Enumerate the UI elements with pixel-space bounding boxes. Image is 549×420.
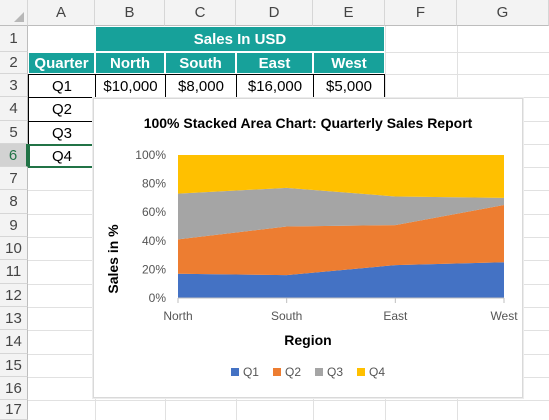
row-header-1[interactable]: 1 (0, 26, 28, 52)
row-header-9[interactable]: 9 (0, 214, 28, 237)
row-header-6[interactable]: 6 (0, 144, 28, 167)
chart-title: 100% Stacked Area Chart: Quarterly Sales… (143, 115, 473, 131)
chart-plot: 0% 20% 40% 60% 80% 100% North South East West (135, 148, 518, 323)
x-tick-label: East (383, 309, 408, 323)
legend-item-q2[interactable]: Q2 (272, 365, 301, 379)
column-header-e[interactable]: E (313, 0, 385, 26)
y-tick-label: 20% (142, 262, 166, 276)
legend-item-q3[interactable]: Q3 (315, 365, 343, 379)
row-header-4[interactable]: 4 (0, 97, 28, 121)
x-tick-label: South (271, 309, 302, 323)
column-header-d[interactable]: D (236, 0, 313, 26)
region-header-east[interactable]: East (236, 52, 313, 74)
select-all-corner[interactable] (0, 0, 28, 26)
quarter-header-cell[interactable]: Quarter (28, 52, 95, 74)
quarter-cell-q1[interactable]: Q1 (28, 74, 96, 98)
legend-item-q1[interactable]: Q1 (230, 365, 259, 379)
column-header-b[interactable]: B (95, 0, 165, 26)
row-header-2[interactable]: 2 (0, 52, 28, 74)
x-axis-title: Region (284, 332, 332, 348)
legend-swatch (230, 368, 239, 376)
x-tick-label: North (163, 309, 192, 323)
region-header-south[interactable]: South (165, 52, 236, 74)
legend-label: Q1 (242, 365, 259, 379)
row-header-13[interactable]: 13 (0, 307, 28, 330)
legend-label: Q2 (284, 365, 301, 379)
quarter-cell-q4[interactable]: Q4 (28, 144, 96, 168)
row-header-15[interactable]: 15 (0, 354, 28, 377)
legend-label: Q3 (327, 365, 344, 379)
row-header-17[interactable]: 17 (0, 400, 28, 420)
legend-label: Q4 (369, 365, 386, 379)
area-series-q2 (178, 205, 504, 276)
row-header-8[interactable]: 8 (0, 190, 28, 214)
column-header-g[interactable]: G (457, 0, 549, 26)
x-tick-label: West (490, 309, 518, 323)
legend-swatch (357, 368, 366, 376)
stacked-area-chart[interactable]: 100% Stacked Area Chart: Quarterly Sales… (93, 98, 523, 398)
row-header-11[interactable]: 11 (0, 260, 28, 284)
y-tick-label: 80% (142, 177, 166, 191)
chart-legend[interactable]: Q1 Q2 Q3 Q4 (94, 365, 522, 379)
area-series-q1 (178, 262, 504, 298)
row-header-3[interactable]: 3 (0, 74, 28, 97)
value-cell-q1-west[interactable]: $5,000 (313, 74, 385, 98)
value-cell-q1-north[interactable]: $10,000 (95, 74, 166, 98)
row-header-10[interactable]: 10 (0, 237, 28, 260)
row-header-14[interactable]: 14 (0, 330, 28, 354)
legend-item-q4[interactable]: Q4 (357, 365, 385, 379)
y-tick-label: 0% (149, 291, 167, 305)
row-header-5[interactable]: 5 (0, 121, 28, 144)
row-header-7[interactable]: 7 (0, 167, 28, 190)
value-cell-q1-south[interactable]: $8,000 (165, 74, 237, 98)
row-header-12[interactable]: 12 (0, 284, 28, 307)
legend-swatch (272, 368, 281, 376)
y-tick-label: 40% (142, 234, 166, 248)
grid-line (28, 400, 549, 401)
legend-swatch (315, 368, 323, 376)
region-header-west[interactable]: West (313, 52, 385, 74)
area-series-q3 (178, 187, 504, 240)
quarter-cell-q2[interactable]: Q2 (28, 97, 96, 122)
quarter-cell-q3[interactable]: Q3 (28, 121, 96, 145)
column-header-a[interactable]: A (28, 0, 95, 26)
region-header-north[interactable]: North (95, 52, 165, 74)
value-cell-q1-east[interactable]: $16,000 (236, 74, 314, 98)
y-tick-label: 100% (135, 148, 166, 162)
column-header-f[interactable]: F (385, 0, 457, 26)
row-header-16[interactable]: 16 (0, 377, 28, 400)
sales-header-cell[interactable]: Sales In USD (95, 26, 385, 52)
area-series-q4 (178, 155, 504, 198)
column-header-c[interactable]: C (165, 0, 236, 26)
y-tick-label: 60% (142, 205, 166, 219)
